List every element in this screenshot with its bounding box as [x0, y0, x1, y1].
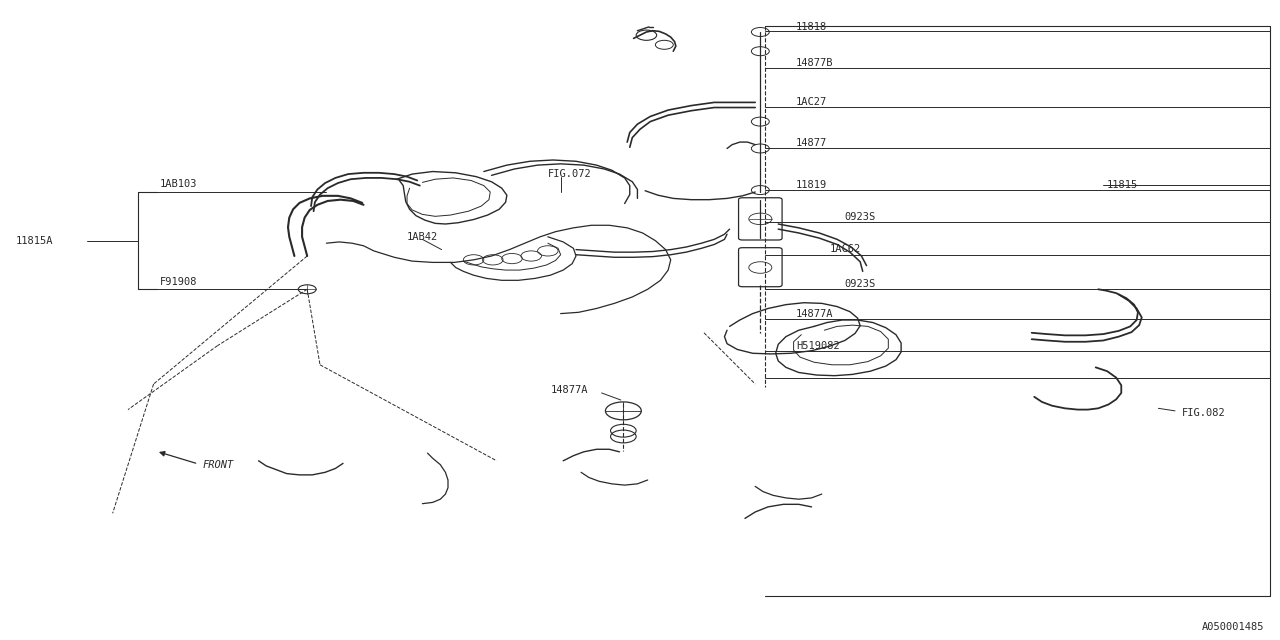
- Text: 11815: 11815: [1107, 180, 1138, 190]
- Text: 0923S: 0923S: [845, 279, 876, 289]
- Text: 11815A: 11815A: [15, 236, 52, 246]
- Text: A050001485: A050001485: [1202, 622, 1265, 632]
- Text: 1AC27: 1AC27: [796, 97, 827, 107]
- Text: 14877A: 14877A: [550, 385, 588, 396]
- Text: 1AB103: 1AB103: [160, 179, 197, 189]
- Text: FRONT: FRONT: [202, 460, 233, 470]
- Text: H519082: H519082: [796, 340, 840, 351]
- Text: 11818: 11818: [796, 22, 827, 32]
- Text: 1AB42: 1AB42: [407, 232, 438, 242]
- Text: 11819: 11819: [796, 180, 827, 190]
- Text: FIG.072: FIG.072: [548, 169, 591, 179]
- Text: 1AC62: 1AC62: [829, 244, 860, 254]
- Text: 14877: 14877: [796, 138, 827, 148]
- Text: 14877A: 14877A: [796, 308, 833, 319]
- Text: 14877B: 14877B: [796, 58, 833, 68]
- Text: FIG.082: FIG.082: [1181, 408, 1225, 418]
- Text: 0923S: 0923S: [845, 212, 876, 222]
- Text: F91908: F91908: [160, 276, 197, 287]
